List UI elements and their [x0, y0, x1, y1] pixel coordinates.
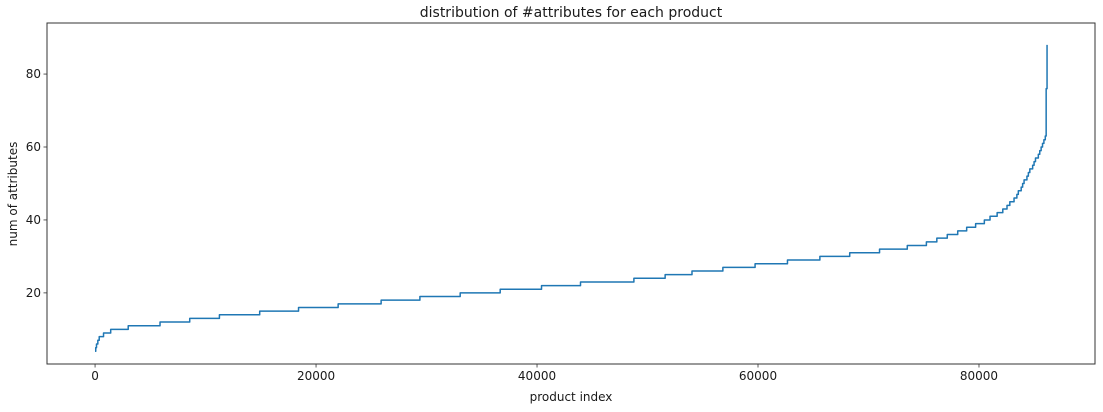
- x-tick-label: 80000: [959, 369, 999, 383]
- y-tick-label: 60: [25, 140, 41, 154]
- y-tick-label: 40: [25, 212, 41, 227]
- axes-spines: [46, 22, 1096, 365]
- x-axis-label: product index: [529, 390, 613, 404]
- data-line-num-of-attributes: [94, 44, 1048, 352]
- x-tick-label: 60000: [738, 369, 778, 383]
- x-tick-label: 40000: [517, 369, 557, 383]
- chart-title: distribution of #attributes for each pro…: [419, 5, 723, 21]
- y-axis-label: num of attributes: [6, 141, 20, 247]
- y-tick-label: 80: [25, 67, 41, 82]
- y-tick-label: 20: [25, 285, 41, 300]
- x-tick-label: 20000: [296, 369, 336, 383]
- x-tick-label: 0: [91, 369, 99, 383]
